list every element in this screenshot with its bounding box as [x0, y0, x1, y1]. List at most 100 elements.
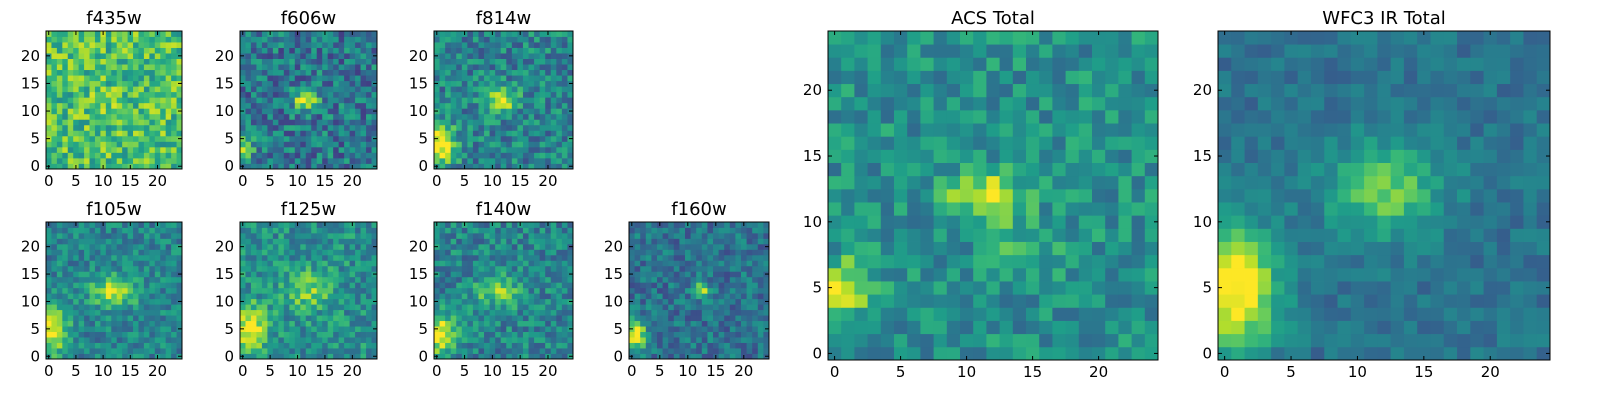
heatmap-cell: [133, 331, 139, 338]
heatmap-cell: [946, 267, 961, 282]
heatmap-cell: [1078, 267, 1093, 282]
heatmap-cell: [707, 276, 714, 283]
heatmap-cell: [880, 307, 895, 321]
heatmap-cell: [289, 141, 296, 148]
heatmap-cell: [999, 281, 1014, 295]
heatmap-cell: [84, 326, 90, 332]
heatmap-cell: [701, 331, 708, 338]
heatmap-cell: [73, 298, 80, 305]
heatmap-cell: [439, 348, 446, 354]
heatmap-cell: [111, 265, 118, 272]
heatmap-cell: [450, 163, 457, 170]
heatmap-cell: [707, 249, 714, 256]
heatmap-cell: [289, 243, 296, 250]
heatmap-cell: [506, 75, 513, 82]
heatmap-cell: [116, 80, 123, 87]
heatmap-cell: [478, 75, 485, 82]
heatmap-cell: [534, 42, 541, 48]
heatmap-cell: [500, 265, 507, 272]
heatmap-cell: [160, 108, 167, 115]
heatmap-cell: [489, 58, 496, 65]
heatmap-cell: [122, 157, 128, 164]
heatmap-cell: [517, 260, 524, 267]
heatmap-cell: [272, 353, 279, 360]
heatmap-cell: [522, 337, 529, 343]
heatmap-cell: [261, 348, 268, 354]
heatmap-cell: [300, 135, 307, 142]
heatmap-cell: [511, 42, 518, 48]
heatmap-cell: [495, 102, 502, 109]
heatmap-cell: [138, 304, 145, 311]
heatmap-cell: [338, 124, 345, 131]
heatmap-cell: [160, 130, 167, 137]
heatmap-cell: [160, 326, 167, 332]
heatmap-cell: [1052, 202, 1066, 216]
heatmap-cell: [105, 47, 112, 54]
heatmap-cell: [506, 31, 513, 37]
heatmap-cell: [539, 64, 546, 71]
heatmap-cell: [690, 309, 697, 316]
heatmap-cell: [461, 304, 468, 311]
heatmap-cell: [561, 287, 568, 294]
heatmap-cell: [561, 42, 568, 48]
heatmap-cell: [154, 260, 161, 267]
heatmap-cell: [679, 287, 686, 294]
heatmap-cell: [176, 304, 183, 311]
heatmap-cell: [261, 36, 268, 43]
heatmap-cell: [517, 326, 524, 332]
heatmap-cell: [116, 254, 123, 261]
heatmap-cell: [550, 58, 557, 65]
heatmap-cell: [122, 91, 128, 98]
heatmap-cell: [56, 157, 63, 164]
heatmap-cell: [489, 271, 496, 278]
heatmap-cell: [439, 69, 446, 76]
heatmap-cell: [472, 265, 479, 272]
heatmap-cell: [517, 337, 524, 343]
heatmap-cell: [127, 304, 134, 311]
heatmap-cell: [245, 152, 252, 159]
heatmap-cell: [46, 130, 52, 137]
heatmap-cell: [986, 294, 1000, 308]
heatmap-cell: [294, 331, 301, 338]
heatmap-cell: [445, 243, 452, 250]
heatmap-cell: [500, 249, 507, 256]
heatmap-cell: [171, 152, 177, 159]
heatmap-cell: [741, 348, 747, 354]
heatmap-cell: [907, 228, 921, 242]
heatmap-cell: [629, 320, 635, 327]
heatmap-cell: [634, 260, 641, 267]
heatmap-cell: [828, 228, 842, 242]
heatmap-cell: [735, 298, 742, 305]
heatmap-cell: [250, 276, 257, 283]
heatmap-cell: [1065, 254, 1080, 269]
heatmap-cell: [679, 254, 686, 261]
heatmap-cell: [316, 91, 323, 98]
heatmap-cell: [245, 97, 252, 104]
heatmap-cell: [841, 149, 855, 163]
heatmap-cell: [371, 69, 378, 76]
heatmap-cell: [746, 243, 753, 250]
heatmap-cell: [746, 331, 753, 338]
heatmap-cell: [105, 260, 112, 267]
heatmap-cell: [322, 69, 329, 76]
heatmap-cell: [640, 243, 647, 250]
heatmap-cell: [143, 31, 150, 37]
heatmap-cell: [360, 287, 367, 294]
heatmap-cell: [534, 265, 541, 272]
heatmap-cell: [567, 320, 574, 327]
heatmap-cell: [133, 342, 139, 349]
heatmap-cell: [245, 108, 252, 115]
heatmap-cell: [67, 130, 74, 137]
heatmap-cell: [100, 276, 107, 283]
x-tick-label: 0: [238, 362, 248, 380]
heatmap-cell: [528, 113, 535, 120]
heatmap-cell: [256, 47, 263, 54]
heatmap-cell: [741, 265, 747, 272]
heatmap-cell: [133, 80, 139, 87]
heatmap-cell: [289, 337, 296, 343]
heatmap-cell: [133, 119, 139, 126]
heatmap-cell: [701, 282, 708, 289]
heatmap-cell: [272, 293, 279, 300]
heatmap-cell: [344, 119, 350, 126]
heatmap-cell: [160, 342, 167, 349]
